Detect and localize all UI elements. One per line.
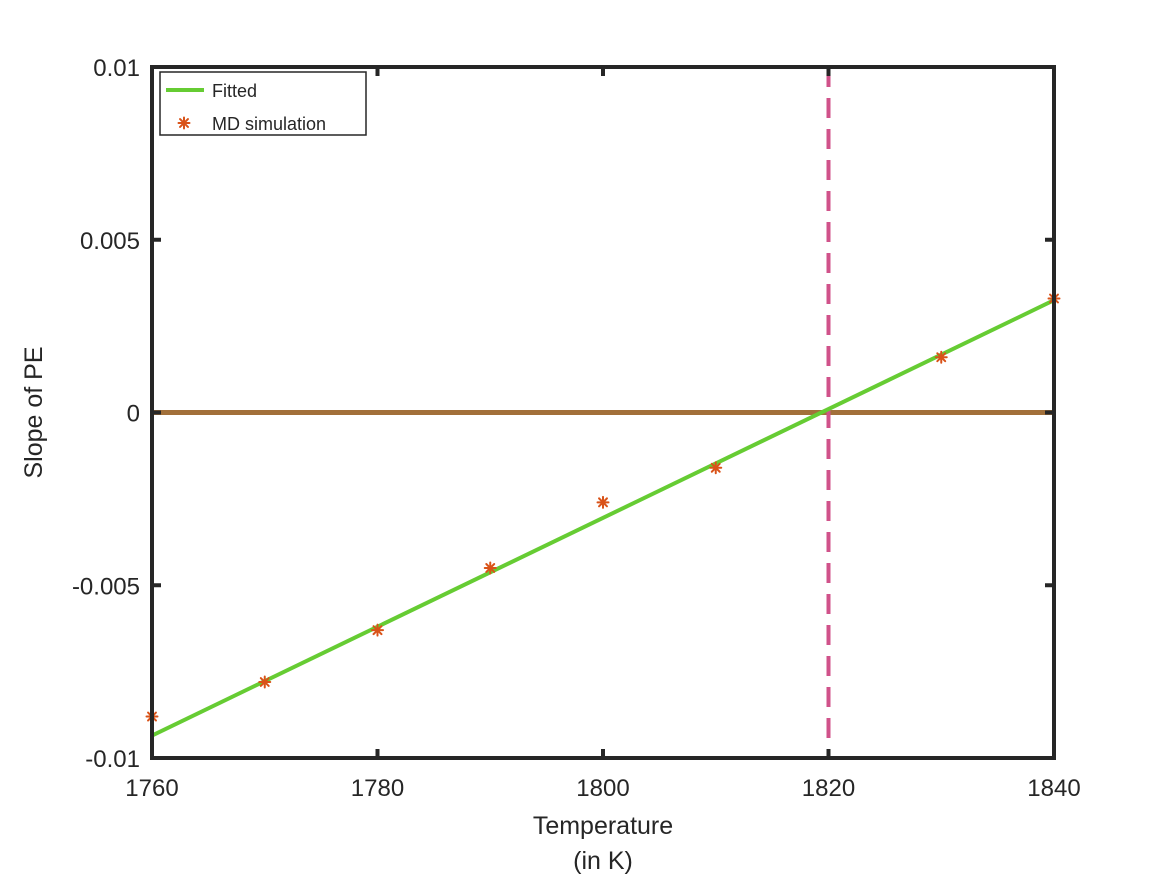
legend-box [159, 71, 367, 136]
y-tick-label: 0.005 [80, 228, 140, 255]
y-tick-label: 0.01 [93, 55, 140, 82]
asterisk-marker [934, 350, 948, 364]
asterisk-marker [596, 495, 610, 509]
y-axis-label: Slope of PE [20, 346, 48, 478]
asterisk-marker [483, 561, 497, 575]
asterisk-marker [371, 623, 384, 637]
md-simulation-point [371, 623, 384, 637]
x-axis-label: (in K) [573, 847, 633, 875]
legend-label-md-simulation: MD simulation [212, 114, 326, 134]
axes: 1760 1780 1800 1820 1840 -0.01 -0.005 0 0.005 0.0… [20, 55, 1081, 875]
plot-area [152, 67, 1054, 758]
legend-label-fitted: Fitted [212, 81, 257, 101]
md-simulation-point [258, 675, 272, 689]
x-tick-label: 1780 [351, 775, 404, 802]
fitted-line [152, 298, 1054, 738]
x-tick-label: 1820 [802, 775, 855, 802]
y-tick-label: -0.005 [72, 573, 140, 600]
legend: Fitted MD simulation [159, 71, 367, 136]
x-axis-label: Temperature [533, 812, 673, 840]
md-simulation-point [483, 561, 497, 575]
x-tick-label: 1760 [125, 775, 178, 802]
y-tick-label: 0 [127, 401, 140, 428]
md-simulation-point [596, 495, 610, 509]
md-simulation-point [709, 461, 723, 475]
asterisk-marker [177, 116, 191, 130]
asterisk-marker [258, 675, 272, 689]
x-tick-label: 1800 [576, 775, 629, 802]
plot-marks [145, 67, 1061, 758]
md-simulation-point [934, 350, 948, 364]
legend-swatch-md-simulation [177, 116, 191, 130]
asterisk-marker [709, 461, 723, 475]
y-tick-label: -0.01 [85, 746, 140, 773]
x-tick-label: 1840 [1027, 775, 1080, 802]
